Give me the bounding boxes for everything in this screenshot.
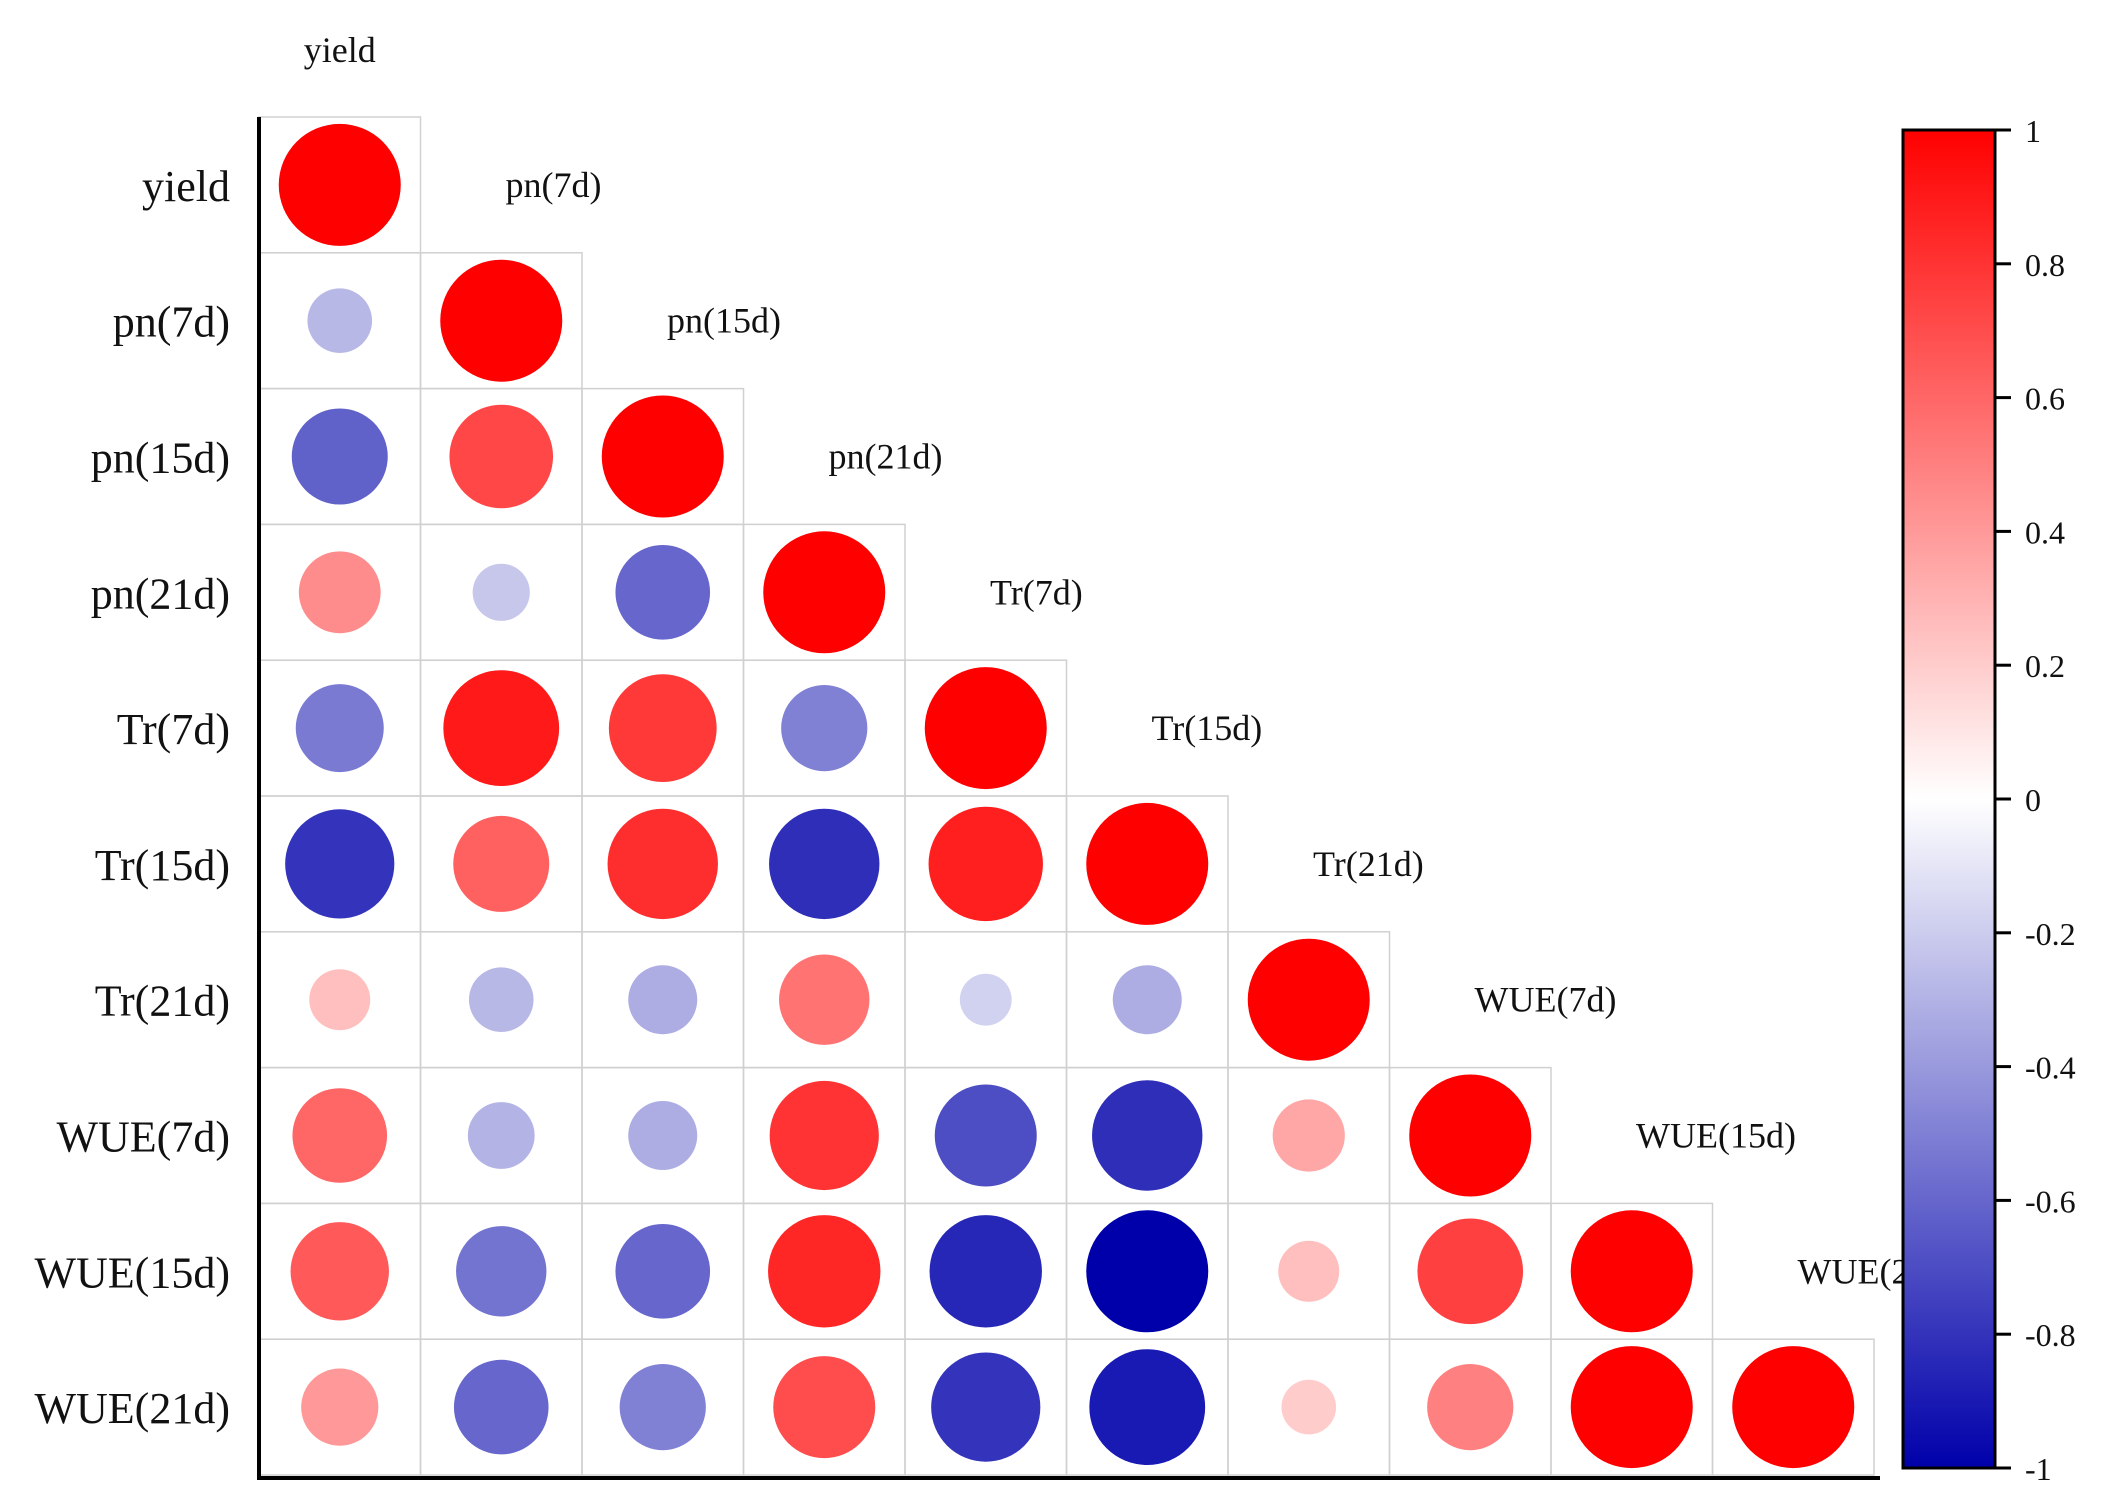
corr-circle-9-5 <box>1089 1349 1206 1465</box>
color-bar <box>1901 128 1997 1470</box>
color-tick-label-7: -0.4 <box>2025 1050 2076 1086</box>
column-label-6: Tr(21d) <box>1313 844 1424 884</box>
row-label-4: Tr(7d) <box>117 705 230 754</box>
corr-circle-5-1 <box>453 815 550 912</box>
corr-circle-7-1 <box>467 1102 535 1169</box>
cell-9-9 <box>1711 1338 1875 1476</box>
corr-circle-3-0 <box>298 551 381 634</box>
corr-circle-6-3 <box>779 954 870 1045</box>
corr-circle-2-0 <box>291 408 388 505</box>
corr-circle-5-4 <box>928 806 1043 922</box>
corr-circle-9-6 <box>1281 1379 1337 1435</box>
corr-circle-7-6 <box>1272 1099 1345 1172</box>
color-tick-label-6: -0.2 <box>2025 916 2076 952</box>
corr-circle-9-3 <box>773 1356 876 1459</box>
color-tick-label-1: 0.8 <box>2025 247 2065 283</box>
corr-circle-9-2 <box>619 1364 706 1451</box>
corr-circle-4-3 <box>781 685 868 772</box>
corr-circle-3-1 <box>472 563 530 621</box>
corr-circle-8-1 <box>456 1226 547 1317</box>
color-tick-label-9: -0.8 <box>2025 1317 2076 1353</box>
corr-circle-1-0 <box>307 288 373 354</box>
corr-circle-6-1 <box>468 967 534 1032</box>
row-label-9: WUE(21d) <box>35 1384 231 1433</box>
corr-circle-5-2 <box>607 808 718 920</box>
column-label-8: WUE(15d) <box>1636 1116 1796 1156</box>
corr-circle-5-0 <box>285 809 395 919</box>
color-tick-label-3: 0.4 <box>2025 514 2065 550</box>
corr-circle-4-2 <box>608 674 717 782</box>
corr-circle-6-5 <box>1112 965 1182 1035</box>
corr-circle-8-2 <box>615 1224 711 1319</box>
corr-circle-8-8 <box>1570 1210 1693 1333</box>
corr-circle-6-4 <box>959 973 1012 1026</box>
corr-circle-0-0 <box>278 123 401 246</box>
corr-circle-6-0 <box>309 969 371 1031</box>
column-label-2: pn(15d) <box>667 301 781 341</box>
color-tick-label-10: -1 <box>2025 1451 2052 1487</box>
corr-circle-8-4 <box>929 1215 1042 1328</box>
corr-circle-9-1 <box>453 1359 549 1455</box>
corr-circle-9-4 <box>931 1352 1041 1462</box>
column-label-4: Tr(7d) <box>990 572 1083 612</box>
corr-circle-4-0 <box>295 684 384 773</box>
column-label-3: pn(21d) <box>829 437 943 477</box>
corr-circle-7-7 <box>1409 1074 1532 1197</box>
color-bar-gradient <box>1901 128 1997 1470</box>
color-tick-label-8: -0.6 <box>2025 1183 2076 1219</box>
row-label-1: pn(7d) <box>113 298 230 347</box>
axis-layer <box>257 117 1880 1480</box>
corr-circle-1-1 <box>440 259 563 382</box>
column-label-7: WUE(7d) <box>1475 980 1617 1020</box>
color-tick-label-0: 1 <box>2025 113 2041 149</box>
row-label-7: WUE(7d) <box>57 1113 231 1162</box>
corr-circle-8-6 <box>1278 1240 1340 1302</box>
corr-circle-5-5 <box>1086 802 1209 925</box>
corr-circle-7-4 <box>934 1084 1037 1187</box>
row-label-2: pn(15d) <box>91 434 230 483</box>
row-label-6: Tr(21d) <box>95 977 230 1026</box>
column-label-5: Tr(15d) <box>1152 708 1263 748</box>
corr-circle-7-2 <box>628 1101 698 1170</box>
corr-circle-8-0 <box>290 1222 389 1321</box>
corr-circle-6-2 <box>628 965 698 1035</box>
row-label-0: yield <box>142 162 230 211</box>
corr-circle-7-0 <box>292 1088 388 1183</box>
corr-circle-6-6 <box>1247 938 1370 1061</box>
corr-circle-7-5 <box>1092 1080 1203 1191</box>
color-tick-label-5: 0 <box>2025 782 2041 818</box>
corr-circle-5-3 <box>769 808 880 920</box>
corr-circle-4-1 <box>443 670 560 786</box>
corr-circle-2-1 <box>449 404 554 509</box>
corr-circle-9-8 <box>1570 1346 1693 1469</box>
column-label-0: yield <box>304 30 376 70</box>
circle-layer <box>278 123 1855 1469</box>
corr-circle-8-3 <box>768 1215 881 1328</box>
corr-circle-9-7 <box>1427 1364 1514 1451</box>
row-label-5: Tr(15d) <box>95 841 230 890</box>
corr-circle-8-7 <box>1417 1218 1524 1325</box>
corr-circle-2-2 <box>601 395 724 518</box>
corr-circle-4-4 <box>924 667 1047 790</box>
corr-circle-9-9 <box>1732 1346 1855 1469</box>
corr-circle-7-3 <box>769 1080 879 1191</box>
color-tick-label-2: 0.6 <box>2025 381 2065 417</box>
corr-circle-3-2 <box>615 545 711 640</box>
row-label-8: WUE(15d) <box>35 1248 231 1297</box>
corr-circle-8-5 <box>1086 1210 1209 1333</box>
color-tick-label-4: 0.2 <box>2025 648 2065 684</box>
column-label-1: pn(7d) <box>506 165 602 205</box>
corr-circle-9-0 <box>301 1368 379 1446</box>
color-bar-ticks: 1 0.8 0.6 0.4 0.2 0 -0.2 -0.4 -0.6 -0.8 -1 <box>1995 113 2076 1487</box>
row-label-3: pn(21d) <box>91 569 230 618</box>
corr-circle-3-3 <box>763 531 886 654</box>
